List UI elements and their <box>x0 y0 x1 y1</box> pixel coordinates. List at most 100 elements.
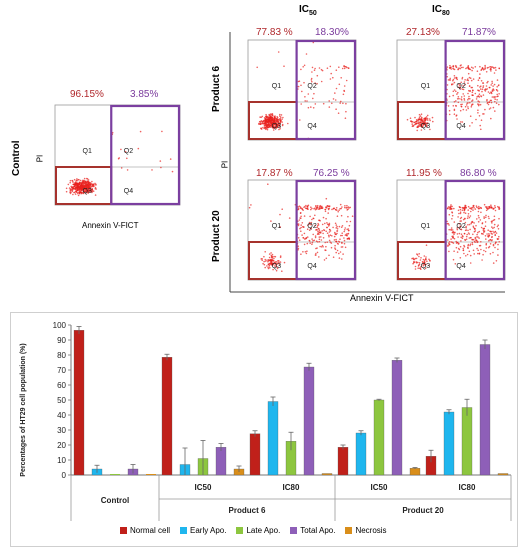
event-dot <box>87 179 90 181</box>
event-dot <box>417 265 420 267</box>
event-dot <box>297 245 300 247</box>
event-dot <box>307 106 310 109</box>
gate-apoptotic <box>110 104 181 206</box>
event-dot <box>479 73 481 75</box>
event-dot <box>316 82 318 85</box>
event-dot <box>339 102 342 104</box>
event-dot <box>467 72 470 75</box>
quadrant-label: Q4 <box>124 188 133 195</box>
event-dot <box>413 261 416 263</box>
legend-item-early: Early Apo. <box>180 526 226 535</box>
event-dot <box>267 263 270 266</box>
event-dot <box>324 210 327 213</box>
event-dot <box>460 66 463 69</box>
event-dot <box>414 265 417 268</box>
event-dot <box>457 216 459 218</box>
event-dot <box>409 117 412 119</box>
event-dot <box>456 251 459 253</box>
event-dot <box>335 227 338 229</box>
event-dot <box>73 178 76 181</box>
event-dot <box>71 180 74 182</box>
event-dot <box>419 259 422 261</box>
event-dot <box>306 250 308 252</box>
event-dot <box>498 241 501 243</box>
event-dot <box>338 209 340 211</box>
event-dot <box>486 88 489 90</box>
bar-0-1 <box>161 357 173 476</box>
event-dot <box>495 260 498 262</box>
event-dot <box>297 247 300 250</box>
event-dot <box>494 100 496 103</box>
event-dot <box>470 86 473 89</box>
event-dot <box>82 192 85 195</box>
dot-plot-p6-ic50: Q1 Q2 Q3 Q4 <box>247 39 357 141</box>
event-dot <box>465 235 468 238</box>
event-dot <box>338 241 341 243</box>
event-dot <box>469 215 472 217</box>
event-dot <box>270 261 272 264</box>
event-dot <box>264 260 267 262</box>
event-dot <box>315 205 317 207</box>
event-dot <box>472 89 474 91</box>
event-dot <box>341 232 344 234</box>
event-dot <box>87 186 89 188</box>
event-dot <box>318 207 321 210</box>
quadrant-label: Q4 <box>307 263 316 270</box>
event-dot <box>272 129 275 131</box>
event-dot <box>490 70 492 72</box>
event-dot <box>335 207 338 209</box>
event-dot <box>453 233 455 236</box>
event-dot <box>271 258 274 261</box>
event-dot <box>463 206 466 209</box>
event-dot <box>91 185 94 188</box>
event-dot <box>478 237 480 239</box>
event-dot <box>478 77 481 79</box>
event-dot <box>313 92 315 95</box>
event-dot <box>348 224 351 227</box>
dot-plot-p20-ic80: Q1 Q2 Q3 Q4 <box>396 179 506 281</box>
event-dot <box>334 222 337 225</box>
event-dot <box>85 182 88 184</box>
event-dot <box>303 243 306 246</box>
event-dot <box>476 70 479 72</box>
event-dot <box>488 234 490 237</box>
event-dot <box>497 205 499 208</box>
event-dot <box>414 123 417 125</box>
event-dot <box>277 262 279 264</box>
event-dot <box>343 239 346 242</box>
event-dot <box>496 99 498 101</box>
event-dot <box>270 114 272 116</box>
event-dot <box>459 211 462 213</box>
event-dot <box>283 65 285 67</box>
event-dot <box>467 229 469 232</box>
event-dot <box>458 97 460 100</box>
event-dot <box>281 118 283 120</box>
event-dot <box>453 113 456 115</box>
event-dot <box>341 67 344 70</box>
quadrant-label: Q2 <box>307 223 316 230</box>
event-dot <box>78 191 81 194</box>
event-dot <box>83 177 86 180</box>
event-dot <box>475 98 478 100</box>
event-dot <box>326 205 329 207</box>
event-dot <box>480 95 483 98</box>
event-dot <box>464 204 466 207</box>
bar-3-2 <box>303 366 315 476</box>
event-dot <box>345 66 347 68</box>
event-dot <box>300 68 302 71</box>
event-dot <box>321 230 324 232</box>
event-dot <box>479 219 482 221</box>
event-dot <box>491 235 493 238</box>
event-dot <box>315 254 317 256</box>
event-dot <box>414 268 417 270</box>
event-dot <box>422 263 424 265</box>
event-dot <box>422 261 424 264</box>
event-dot <box>492 67 495 69</box>
event-dot <box>341 234 344 237</box>
event-dot <box>343 65 345 68</box>
event-dot <box>461 235 464 237</box>
plot-frame <box>247 179 357 281</box>
event-dot <box>345 102 347 105</box>
event-dot <box>264 126 266 129</box>
event-dot <box>277 51 280 53</box>
